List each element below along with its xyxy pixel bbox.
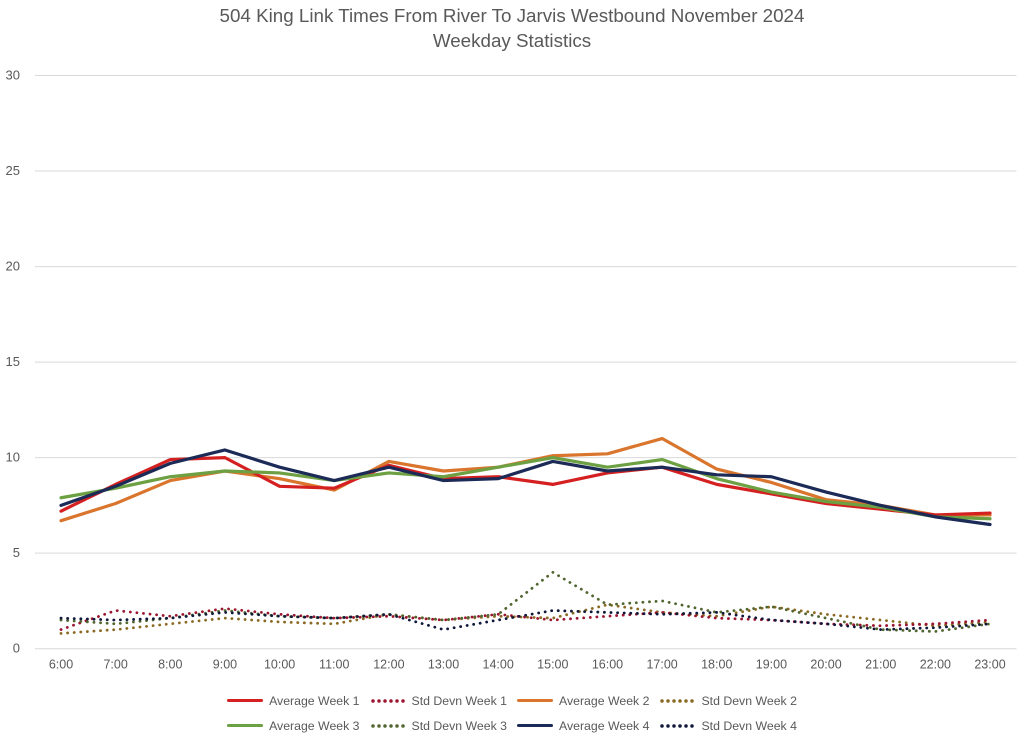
- svg-text:22:00: 22:00: [920, 658, 951, 672]
- svg-text:8:00: 8:00: [158, 658, 182, 672]
- svg-text:15:00: 15:00: [537, 658, 568, 672]
- svg-text:20: 20: [6, 259, 20, 274]
- svg-text:10:00: 10:00: [264, 658, 295, 672]
- svg-text:0: 0: [13, 641, 20, 656]
- svg-text:23:00: 23:00: [974, 658, 1005, 672]
- svg-text:21:00: 21:00: [865, 658, 896, 672]
- svg-text:30: 30: [6, 68, 20, 83]
- svg-text:11:00: 11:00: [319, 658, 349, 672]
- svg-text:16:00: 16:00: [592, 658, 623, 672]
- svg-text:7:00: 7:00: [103, 658, 127, 672]
- svg-text:18:00: 18:00: [701, 658, 732, 672]
- svg-text:12:00: 12:00: [373, 658, 404, 672]
- svg-text:13:00: 13:00: [428, 658, 459, 672]
- svg-text:5: 5: [13, 545, 20, 560]
- svg-text:20:00: 20:00: [810, 658, 841, 672]
- svg-text:6:00: 6:00: [49, 658, 73, 672]
- svg-text:19:00: 19:00: [756, 658, 787, 672]
- svg-text:10: 10: [6, 450, 20, 465]
- svg-text:9:00: 9:00: [213, 658, 237, 672]
- svg-text:17:00: 17:00: [646, 658, 677, 672]
- svg-text:15: 15: [6, 354, 20, 369]
- svg-text:25: 25: [6, 163, 20, 178]
- svg-text:14:00: 14:00: [483, 658, 514, 672]
